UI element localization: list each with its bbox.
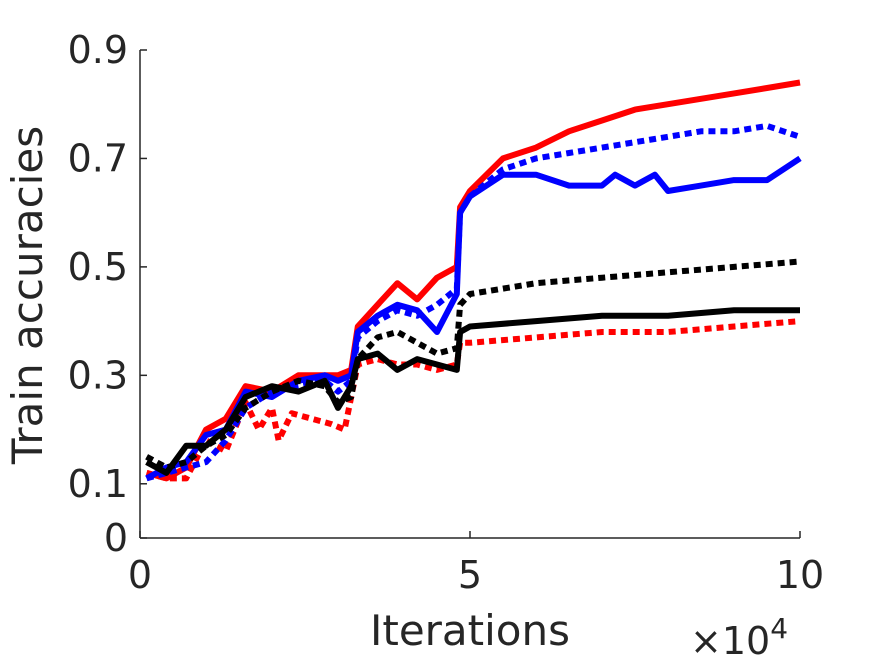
x-multiplier-label: ×104 [690,612,788,663]
y-tick-label: 0.9 [68,28,128,72]
x-tick-label: 0 [128,553,152,597]
series-line-4 [145,307,800,476]
y-tick-label: 0.5 [68,245,128,289]
series-line-3 [145,122,801,482]
ticks: 0 0.1 0.3 0.5 0.7 0.9 0 5 10 [68,28,825,597]
series-line-5 [145,258,801,471]
x-multiplier-base: ×10 [690,619,770,663]
x-tick-label: 5 [458,553,482,597]
y-tick-label: 0.3 [68,353,128,397]
y-tick-label: 0.7 [68,136,128,180]
x-axis-label: Iterations [370,606,570,655]
series-line-2 [145,155,802,482]
series-layer [145,79,802,482]
y-tick-label: 0 [104,516,128,560]
y-tick-label: 0.1 [68,462,128,506]
y-axis-label: Train accuracies [3,126,52,465]
x-tick-label: 10 [776,553,824,597]
series-line-0 [145,79,801,482]
x-multiplier-exponent: 4 [770,612,788,645]
